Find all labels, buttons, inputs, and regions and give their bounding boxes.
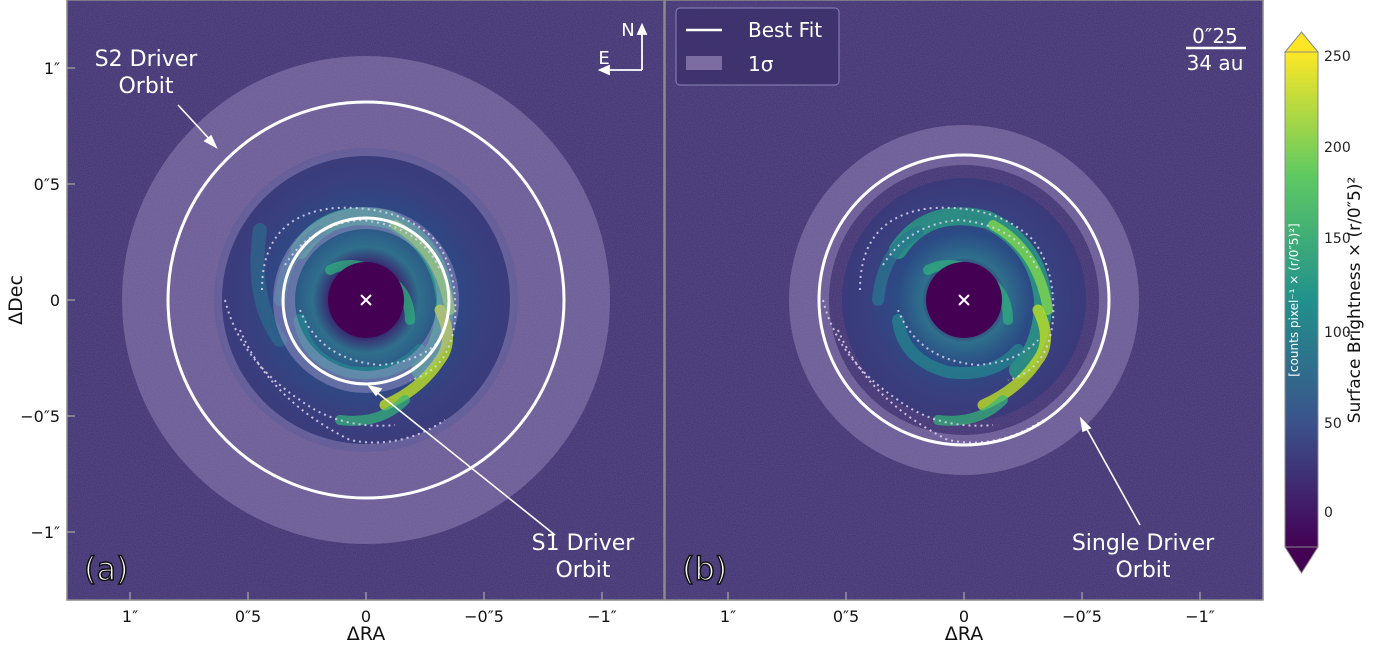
y-tick-label: 1″ — [44, 59, 60, 78]
colorbar-gradient — [1285, 52, 1318, 547]
panel-a-s2-sigma-band — [122, 56, 610, 544]
x-tick-label: 1″ — [720, 607, 736, 626]
colorbar-tick: 150 — [1324, 231, 1351, 247]
y-tick-label: −1″ — [30, 523, 60, 542]
single-annotation-line2: Orbit — [1115, 558, 1170, 583]
colorbar-tick: 250 — [1324, 49, 1351, 65]
panel-b-star-marker — [958, 294, 970, 306]
x-tick-label: 0 — [361, 607, 371, 626]
panel-b-label: (b) — [682, 550, 727, 588]
y-tick-label: 0″5 — [34, 175, 60, 194]
x-tick-label: 1″ — [122, 607, 138, 626]
colorbar — [1283, 31, 1320, 574]
tick-marks — [67, 67, 1201, 600]
s1-annotation-line2: Orbit — [555, 558, 610, 583]
panel-a-label: (a) — [84, 550, 129, 588]
panel-a — [67, 0, 664, 600]
panel-a-dotted-contours — [224, 206, 457, 444]
scalebar-angular: 0″25 — [1192, 24, 1238, 48]
y-tick-label: −0″5 — [20, 407, 60, 426]
panel-a-annotations: S2 Driver Orbit S1 Driver Orbit — [95, 47, 636, 583]
s2-annotation-line1: S2 Driver — [95, 47, 199, 72]
legend-sigma-swatch — [686, 56, 722, 70]
s1-annotation-line1: S1 Driver — [532, 531, 636, 556]
colorbar-tick: 50 — [1324, 416, 1342, 432]
x-tick-label: −0″5 — [464, 607, 504, 626]
panel-b — [665, 0, 1263, 600]
panel-a-s2-orbit — [166, 100, 566, 500]
x-tick-label: 0 — [959, 607, 969, 626]
colorbar-tick: 200 — [1324, 140, 1351, 156]
colorbar-label: Surface Brightness × (r/0″5)² — [1345, 177, 1365, 424]
s2-annotation-line2: Orbit — [118, 74, 173, 99]
x-tick-label: 0″5 — [833, 607, 859, 626]
colorbar-sublabel: [counts pixel⁻¹ × (r/0″5)²] — [1287, 223, 1301, 376]
panel-b-sigma-band — [789, 125, 1139, 475]
panel-a-s1-orbit — [281, 216, 451, 386]
panel-a-star-marker — [360, 294, 372, 306]
compass — [597, 22, 648, 76]
legend-best-fit-label: Best Fit — [748, 18, 822, 42]
legend-sigma-label: 1σ — [748, 52, 774, 76]
panel-a-annotation-arrows — [177, 104, 556, 536]
x-tick-label: 0″5 — [235, 607, 261, 626]
panel-b-annotation-arrow — [1079, 416, 1141, 526]
panel-b-single-orbit — [817, 153, 1111, 447]
colorbar-ticks: 250 200 150 100 50 0 — [1324, 49, 1351, 521]
x-tick-label: −0″5 — [1062, 607, 1102, 626]
panel-a-xlabel: ΔRA — [347, 623, 385, 645]
y-tick-label: 0 — [50, 291, 60, 310]
colorbar-tick: 0 — [1324, 505, 1333, 521]
panel-b-annotations: Single Driver Orbit — [1072, 531, 1215, 583]
colorbar-max-extension — [1283, 31, 1320, 53]
colorbar-tick: 100 — [1324, 325, 1351, 341]
y-ticks: 1″ 0″5 0 −0″5 −1″ — [20, 59, 60, 542]
scalebar-physical: 34 au — [1187, 51, 1244, 75]
single-annotation-line1: Single Driver — [1072, 531, 1215, 556]
panel-b-x-ticks: 1″ 0″5 0 −0″5 −1″ — [720, 607, 1215, 626]
panel-b-dotted-contours — [822, 206, 1055, 444]
ylabel: ΔDec — [5, 275, 27, 325]
compass-east: E — [598, 48, 609, 69]
compass-north: N — [621, 20, 634, 41]
colorbar-min-extension — [1284, 546, 1319, 574]
x-tick-label: −1″ — [1185, 607, 1215, 626]
panel-b-spiral-arms — [872, 207, 1053, 426]
x-tick-label: −1″ — [587, 607, 617, 626]
panel-b-xlabel: ΔRA — [945, 623, 983, 645]
panel-a-x-ticks: 1″ 0″5 0 −0″5 −1″ — [122, 607, 617, 626]
legend: Best Fit 1σ — [675, 7, 840, 86]
